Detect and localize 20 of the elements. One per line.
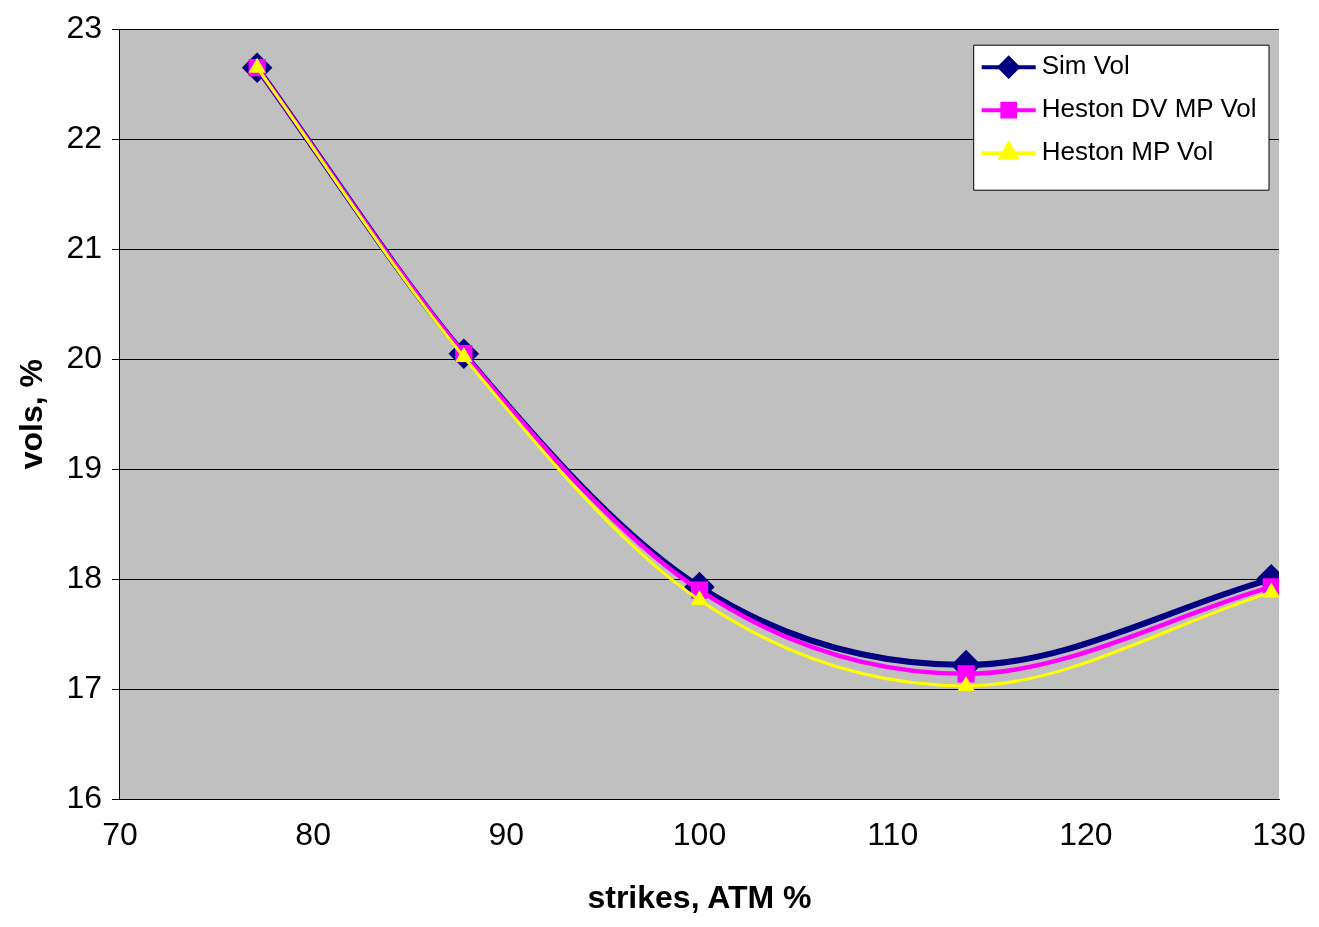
x-tick-label: 100 <box>672 816 727 853</box>
y-tick-label: 19 <box>66 449 102 486</box>
y-tick-label: 23 <box>66 9 102 46</box>
y-tick-label: 18 <box>66 559 102 596</box>
y-axis-title: vols, % <box>13 359 50 470</box>
x-axis-title: strikes, ATM % <box>587 878 812 915</box>
x-tick-label: 110 <box>867 816 919 853</box>
legend-label: Heston MP Vol <box>1041 136 1214 167</box>
y-tick-label: 20 <box>66 339 102 376</box>
legend-label: Heston DV MP Vol <box>1041 93 1257 124</box>
x-tick-label: 130 <box>1252 816 1306 853</box>
x-tick-label: 70 <box>102 816 138 853</box>
x-tick-label: 80 <box>295 816 331 853</box>
x-tick-label: 120 <box>1059 816 1113 853</box>
legend-label: Sim Vol <box>1041 50 1130 81</box>
x-tick-label: 90 <box>488 816 525 853</box>
y-tick-label: 16 <box>66 779 102 816</box>
y-tick-label: 21 <box>66 229 102 266</box>
y-tick-label: 17 <box>66 669 102 706</box>
y-tick-label: 22 <box>66 119 102 156</box>
